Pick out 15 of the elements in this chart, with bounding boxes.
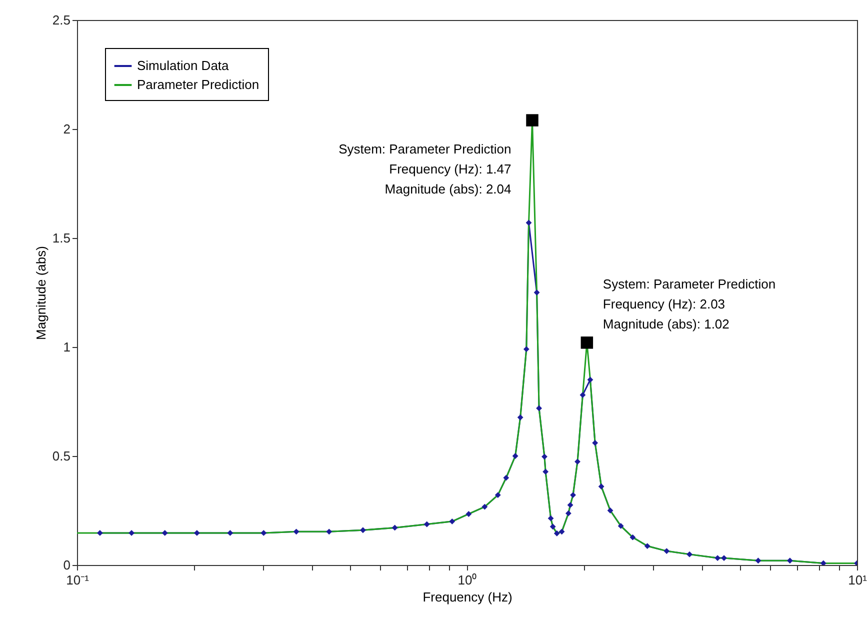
legend-label: Simulation Data: [137, 58, 230, 73]
y-tick-label: 0.5: [52, 448, 70, 464]
y-tick-label: 2: [63, 122, 70, 136]
y-tick-label: 1: [63, 340, 70, 354]
x-tick-label: 10⁻¹: [66, 572, 90, 588]
x-axis-title: Frequency (Hz): [422, 590, 512, 604]
x-tick-label: 10¹: [848, 572, 867, 588]
y-tick-label: 0: [63, 558, 70, 572]
y-tick-label: 1.5: [52, 230, 70, 246]
y-axis-title: Magnitude (abs): [33, 246, 48, 340]
y-tick-label: 2.5: [52, 12, 70, 28]
legend-label: Parameter Prediction: [137, 77, 260, 92]
annotation: System: Parameter Prediction Frequency (Hz): 2.03 Magnitude (abs): 1.02: [602, 276, 776, 332]
annotation: System: Parameter Prediction Frequency (Hz): 1.47 Magnitude (abs): 2.04: [338, 141, 512, 196]
x-tick-label: 10⁰: [458, 572, 478, 588]
